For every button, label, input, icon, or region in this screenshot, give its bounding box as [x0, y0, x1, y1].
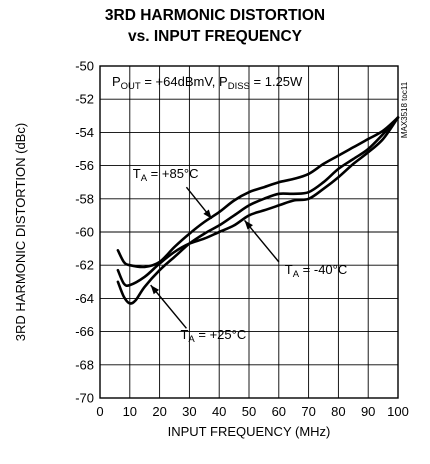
x-tick-label: 80 [331, 404, 345, 419]
x-tick-label: 40 [212, 404, 226, 419]
series-line-25c [116, 116, 400, 305]
plot-frame [99, 65, 399, 399]
y-tick-label: -56 [75, 158, 94, 173]
grid-lines [99, 65, 399, 399]
series-lines [116, 116, 400, 305]
y-tick-label: -66 [75, 324, 94, 339]
chart-subtitle: vs. INPUT FREQUENCY [128, 28, 302, 45]
y-tick-label: -52 [75, 92, 94, 107]
pointer-85c [185, 186, 213, 220]
y-axis-label: 3RD HARMONIC DISTORTION (dBc) [13, 123, 28, 341]
x-tick-label: 70 [301, 404, 315, 419]
x-tick-label: 60 [272, 404, 286, 419]
x-tick-label: 50 [242, 404, 256, 419]
x-tick-label: 10 [123, 404, 137, 419]
x-tick-label: 20 [152, 404, 166, 419]
x-tick-label: 0 [96, 404, 103, 419]
x-tick-label: 90 [361, 404, 375, 419]
y-tick-label: -58 [75, 191, 94, 206]
pointer-minus40c [243, 219, 280, 263]
series-line-85c [116, 116, 400, 269]
side-reference-label: MAX3518 toc11 [400, 81, 409, 138]
y-tick-label: -68 [75, 357, 94, 372]
x-axis-label: INPUT FREQUENCY (MHz) [168, 424, 331, 439]
series-label-25c: TA = +25°C [180, 327, 246, 345]
x-tick-labels: 0 10 20 30 40 50 60 70 80 90 100 [96, 404, 408, 419]
series-line-minus40c [116, 116, 400, 288]
chart-title: 3RD HARMONIC DISTORTION [104, 7, 326, 24]
y-tick-label: -70 [75, 391, 94, 406]
conditions-label: POUT = +64dBmV, PDISS = 1.25W [112, 74, 303, 92]
series-label-85c: TA = +85°C [133, 166, 199, 184]
y-tick-label: -50 [75, 59, 94, 74]
annotation-pointers [150, 186, 280, 329]
y-tick-label: -64 [75, 291, 94, 306]
y-tick-label: -60 [75, 225, 94, 240]
y-tick-labels: -50 -52 -54 -56 -58 -60 -62 -64 -66 -68 -70 [75, 59, 94, 406]
y-tick-label: -62 [75, 258, 94, 273]
series-label-minus40c: TA = -40°C [285, 262, 348, 280]
x-tick-label: 30 [182, 404, 196, 419]
pointer-25c [150, 284, 187, 329]
y-tick-label: -54 [75, 125, 94, 140]
x-tick-label: 100 [387, 404, 409, 419]
